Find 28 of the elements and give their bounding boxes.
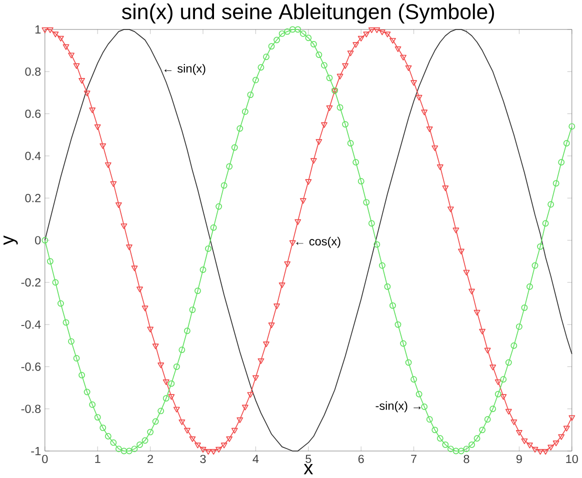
x-tick-label: 4 <box>252 454 259 464</box>
x-tick-label: 7 <box>411 454 416 464</box>
chart-title: sin(x) und seine Ableitungen (Symbole) <box>122 4 494 24</box>
y-tick-label: 0.4 <box>25 152 41 160</box>
y-tick-label: 0 <box>35 236 41 244</box>
x-tick-label: 6 <box>358 454 364 464</box>
y-tick-label: 0.6 <box>25 110 41 118</box>
annotation: ← cos(x) <box>296 236 340 248</box>
y-tick-label: -1 <box>31 447 41 456</box>
x-tick-label: 2 <box>148 454 153 464</box>
y-tick-label: 0.8 <box>25 68 41 76</box>
x-tick-label: 10 <box>566 454 578 464</box>
x-tick-label: 9 <box>516 454 522 464</box>
y-tick-label: -0.6 <box>21 362 41 371</box>
x-tick-label: 3 <box>200 454 206 464</box>
y-tick-label: -0.8 <box>21 404 41 414</box>
x-tick-label: 5 <box>306 454 312 464</box>
annotation: -sin(x) → <box>376 401 421 412</box>
y-axis-title: y <box>4 236 18 246</box>
y-tick-label: -0.4 <box>21 320 41 329</box>
x-tick-label: 1 <box>95 454 100 464</box>
x-tick-label: 0 <box>42 454 48 464</box>
x-tick-label: 8 <box>464 454 470 464</box>
x-axis-title: x <box>304 464 314 474</box>
y-tick-label: 0.2 <box>25 194 41 202</box>
y-tick-label: 1 <box>35 25 41 34</box>
annotation: ← sin(x) <box>164 64 206 76</box>
y-tick-label: -0.2 <box>21 278 41 287</box>
